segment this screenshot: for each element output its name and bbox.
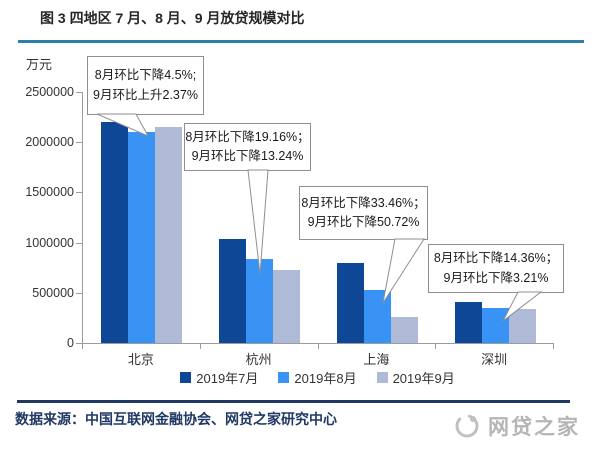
x-tick-mark (553, 344, 554, 349)
legend-item: 2019年7月 (180, 368, 258, 387)
bottom-divider (17, 400, 570, 403)
legend-item: 2019年9月 (376, 368, 455, 387)
chart-legend: 2019年7月 2019年8月 2019年9月 (82, 368, 553, 387)
bar (336, 262, 364, 343)
bar (508, 308, 536, 343)
y-tick-label: 2000000 (25, 135, 74, 150)
watermark: 网贷之家 (452, 411, 580, 441)
bar (390, 316, 418, 343)
x-category-label: 深圳 (481, 352, 508, 367)
y-tick-mark (76, 92, 82, 93)
x-tick-mark (435, 344, 437, 349)
callout-shanghai: 8月环比下降33.46%； 9月环比下降50.72% (299, 186, 428, 240)
bar (454, 301, 482, 343)
callout-shenzhen: 8月环比下降14.36%； 9月环比下降3.21% (428, 244, 564, 293)
data-source-note: 数据来源：中国互联网金融协会、网贷之家研究中心 (15, 411, 337, 427)
x-category-label: 杭州 (245, 352, 272, 367)
bar (219, 238, 247, 343)
bar (246, 258, 274, 343)
bar (481, 307, 509, 343)
x-tick-mark (82, 344, 83, 349)
x-category-label: 上海 (363, 352, 390, 367)
callout-line: 9月环比下降50.72% (307, 215, 420, 229)
legend-item: 2019年8月 (278, 368, 357, 387)
legend-label: 2019年7月 (196, 371, 259, 386)
y-tick-label: 1500000 (25, 185, 74, 200)
bar (155, 127, 183, 343)
y-tick-label: 1000000 (25, 235, 74, 250)
x-tick-mark (317, 344, 319, 349)
callout-beijing: 8月环比下降4.5%; 9月环比上升2.37% (87, 56, 204, 115)
bar-group-深圳 (454, 92, 536, 343)
callout-line: 8月环比下降33.46%； (301, 195, 426, 210)
y-tick-mark (76, 192, 82, 194)
callout-hangzhou: 8月环比下降19.16%； 9月环比下降13.24% (184, 123, 311, 171)
x-category-label: 北京 (127, 352, 154, 367)
callout-line: 9月环比下降3.21% (443, 270, 549, 285)
callout-line: 8月环比下降14.36%； (433, 251, 559, 266)
callout-line: 9月环比下降13.24% (191, 149, 304, 163)
legend-swatch (376, 372, 388, 383)
legend-swatch (180, 372, 192, 383)
callout-line: 8月环比下降4.5%; (94, 68, 197, 83)
watermark-text: 网贷之家 (488, 416, 580, 439)
x-tick-mark (199, 344, 201, 349)
y-tick-label: 0 (67, 336, 74, 350)
legend-label: 2019年8月 (294, 371, 357, 386)
bar (101, 122, 129, 343)
callout-line: 8月环比下降19.16%； (185, 129, 310, 144)
top-divider (18, 40, 584, 43)
y-tick-mark (76, 242, 82, 244)
y-axis-unit-label: 万元 (26, 57, 53, 72)
bar-group-北京 (101, 92, 183, 343)
legend-swatch (278, 372, 290, 383)
bar (363, 289, 391, 343)
x-axis-labels: 北京 杭州 上海 深圳 (82, 349, 553, 368)
callout-line: 9月环比上升2.37% (93, 87, 198, 102)
figure-title: 图 3 四地区 7 月、8 月、9 月放贷规模对比 (40, 10, 305, 26)
y-tick-mark (76, 142, 82, 144)
y-axis-labels: 0 500000 1000000 1500000 2000000 2500000 (0, 85, 74, 350)
bar-group-上海 (336, 92, 418, 343)
legend-label: 2019年9月 (392, 371, 455, 386)
y-tick-label: 500000 (32, 285, 74, 300)
wdzj-logo-icon (455, 414, 479, 438)
y-tick-mark (76, 343, 82, 344)
y-tick-mark (76, 292, 82, 294)
bar (273, 270, 301, 343)
bar (128, 132, 156, 343)
y-tick-label: 2500000 (25, 85, 74, 99)
